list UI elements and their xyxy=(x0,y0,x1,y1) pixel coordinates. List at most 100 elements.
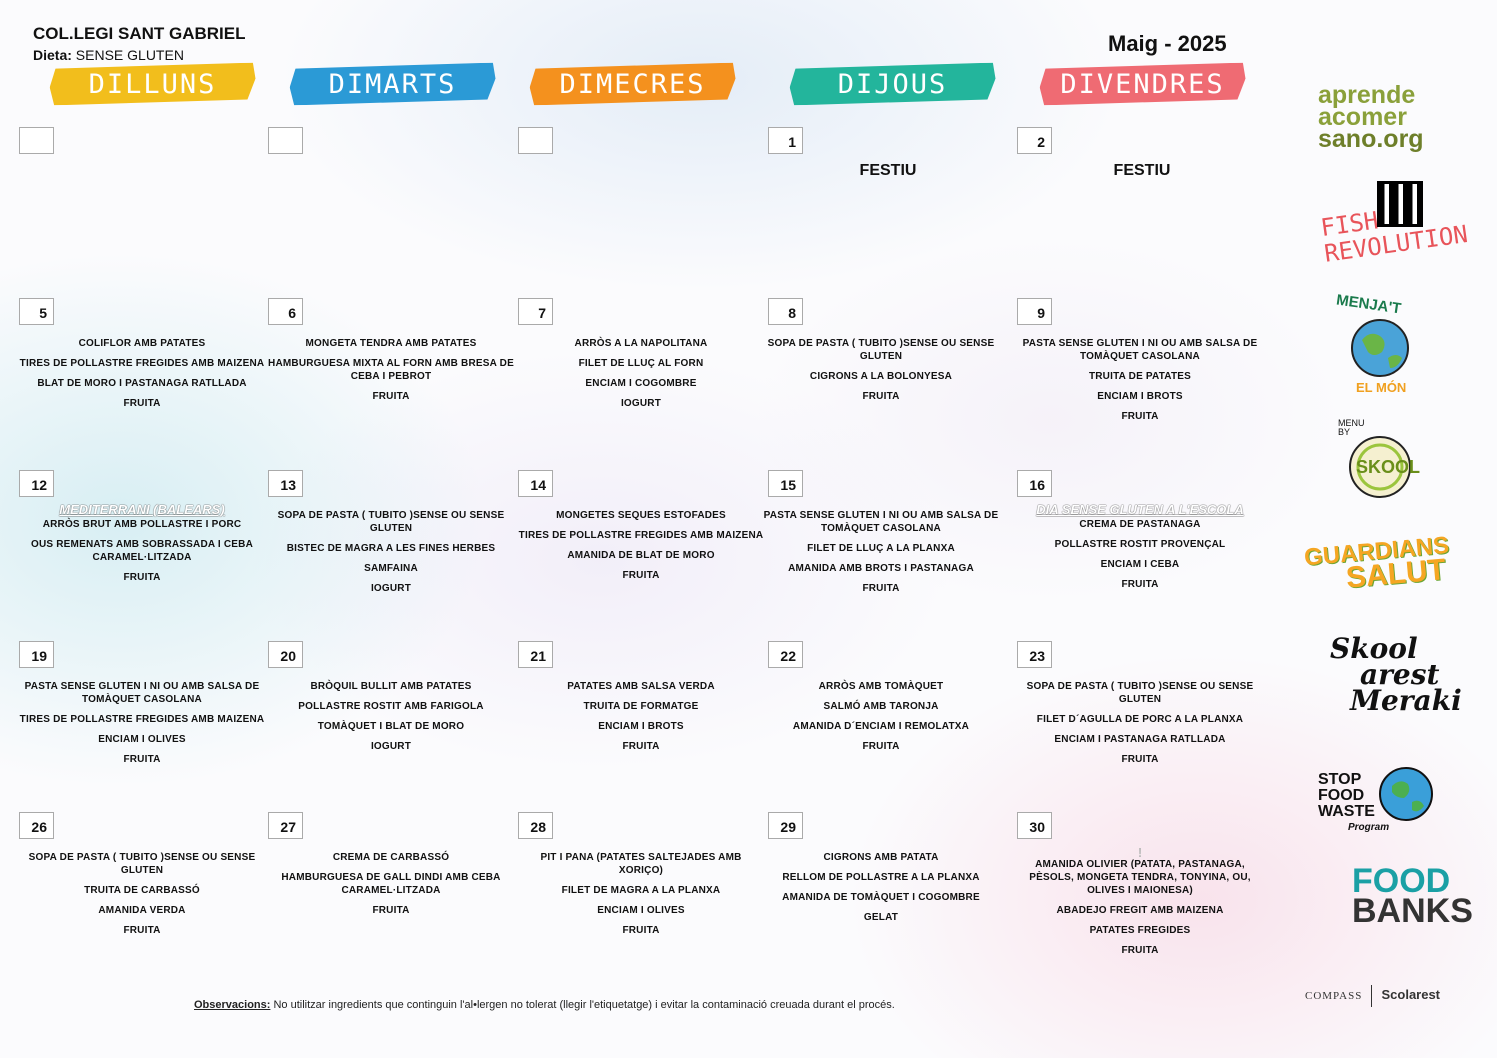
day-number xyxy=(268,127,303,154)
scolarest-logo: Scolarest xyxy=(1381,986,1441,1002)
day-cell: 28 PIT I PANA (PATATES SALTEJADES AMB XOR… xyxy=(518,812,758,972)
day-number: 19 xyxy=(19,641,54,668)
day-number: 21 xyxy=(518,641,553,668)
dish-item: ENCIAM I OLIVES xyxy=(597,905,685,916)
dish-item: FRUITA xyxy=(123,754,161,765)
stopwaste-line2: FOOD xyxy=(1318,787,1365,804)
observations-text: No utilitzar ingredients que continguin … xyxy=(273,999,895,1011)
day-number: 26 xyxy=(19,812,54,839)
month-title: Maig - 2025 xyxy=(1108,31,1227,56)
day-cell: 19 PASTA SENSE GLUTEN I NI OU AMB SALSA D… xyxy=(19,641,264,801)
day-cell xyxy=(518,127,758,287)
guardians-salut-logo: GUARDIANS SALUT xyxy=(1303,532,1452,595)
dish-item: FRUITA xyxy=(862,583,900,594)
dish-item: FRUITA xyxy=(622,741,660,752)
day-number: 8 xyxy=(768,298,803,325)
day-number: 30 xyxy=(1017,812,1052,839)
aprende-logo-line2: acomer xyxy=(1318,103,1407,131)
observations: Observacions: No utilitzar ingredients q… xyxy=(194,999,895,1011)
day-number: 1 xyxy=(768,127,803,154)
dish-item: CREMA DE PASTANAGA xyxy=(1079,519,1201,530)
day-cell: 14 MONGETES SEQUES ESTOFADES TIRES DE POLL… xyxy=(518,470,763,630)
dish-item: FILET DE LLUÇ AL FORN xyxy=(578,358,704,369)
dish-item: COLIFLOR AMB PATATES xyxy=(78,338,206,349)
day-number: 27 xyxy=(268,812,303,839)
qr-code-icon xyxy=(1377,181,1423,227)
day-number: 2 xyxy=(1017,127,1052,154)
skoolarest-line3: Meraki xyxy=(1350,684,1462,717)
dish-list: ARRÒS AMB TOMÀQUET SALMÓ AMB TARONJA AMANI… xyxy=(758,680,1004,760)
dish-item: AMANIDA OLIVIER (PATATA, PASTANAGA, PÈSO… xyxy=(1029,859,1251,896)
dish-item: PASTA SENSE GLUTEN I NI OU AMB SALSA DE … xyxy=(763,510,999,534)
dish-item: AMANIDA DE TOMÀQUET I COGOMBRE xyxy=(782,892,980,903)
weekday-header-1: DIMARTS xyxy=(290,64,495,104)
dish-item: AMANIDA AMB BROTS I PASTANAGA xyxy=(788,563,974,574)
dish-list: DIA SENSE GLUTEN A L'ESCOLA CREMA DE PAST… xyxy=(1017,502,1263,598)
stopwaste-line3: WASTE xyxy=(1318,803,1375,820)
dish-item: FILET DE LLUÇ A LA PLANXA xyxy=(807,543,955,554)
dish-list: MONGETES SEQUES ESTOFADES TIRES DE POLLAS… xyxy=(518,509,764,589)
dish-item: PATATES FREGIDES xyxy=(1089,925,1191,936)
dish-item: FRUITA xyxy=(123,925,161,936)
dish-item: GELAT xyxy=(863,912,899,923)
dish-item: RELLOM DE POLLASTRE A LA PLANXA xyxy=(782,872,980,883)
dish-item: FRUITA xyxy=(1121,411,1159,422)
dish-item: POLLASTRE ROSTIT AMB FARIGOLA xyxy=(298,701,484,712)
dish-item: ENCIAM I PASTANAGA RATLLADA xyxy=(1054,734,1226,745)
dish-item: POLLASTRE ROSTIT PROVENÇAL xyxy=(1054,539,1226,550)
day-cell xyxy=(268,127,508,287)
stopwaste-line1: STOP xyxy=(1318,771,1362,788)
day-number: 7 xyxy=(518,298,553,325)
dish-item: SALMÓ AMB TARONJA xyxy=(823,701,939,712)
dish-item: CIGRONS AMB PATATA xyxy=(823,852,939,863)
skoolarest-meraki-logo: Skool arest Meraki xyxy=(1330,635,1462,717)
dish-item: ABADEJO FREGIT AMB MAIZENA xyxy=(1056,905,1224,916)
day-cell: 26 SOPA DE PASTA ( TUBITO )SENSE OU SENSE… xyxy=(19,812,259,972)
dish-item: TRUITA DE FORMATGE xyxy=(583,701,699,712)
day-cell: 22 ARRÒS AMB TOMÀQUET SALMÓ AMB TARONJA AMA… xyxy=(768,641,1008,801)
weekday-header-0: DILLUNS xyxy=(50,64,255,104)
dish-item: TRUITA DE CARBASSÓ xyxy=(84,885,200,896)
logo-divider xyxy=(1371,985,1373,1007)
dish-item: SOPA DE PASTA ( TUBITO )SENSE OU SENSE G… xyxy=(1026,681,1254,705)
dish-item: PASTA SENSE GLUTEN I NI OU AMB SALSA DE … xyxy=(24,681,260,705)
dish-list: BRÒQUIL BULLIT AMB PATATES POLLASTRE ROST… xyxy=(268,680,514,760)
day-number: 6 xyxy=(268,298,303,325)
dish-item: ENCIAM I OLIVES xyxy=(98,734,186,745)
dish-list: SOPA DE PASTA ( TUBITO )SENSE OU SENSE G… xyxy=(19,851,265,944)
plate-icon xyxy=(1349,436,1411,498)
dish-item: FRUITA xyxy=(1121,579,1159,590)
dish-item: BRÒQUIL BULLIT AMB PATATES xyxy=(310,681,472,692)
compass-logo: COMPASS xyxy=(1305,989,1363,1002)
dish-item: FRUITA xyxy=(862,391,900,402)
dish-item: FILET D´AGULLA DE PORC A LA PLANXA xyxy=(1036,714,1244,725)
dish-item: AMANIDA DE BLAT DE MORO xyxy=(567,550,715,561)
dish-item: TRUITA DE PATATES xyxy=(1088,371,1192,382)
dish-item: OUS REMENATS AMB SOBRASSADA I CEBA CARAM… xyxy=(31,539,253,563)
menjat-el-mon-logo: MENJA'T EL MÓN xyxy=(1330,292,1430,400)
day-number xyxy=(518,127,553,154)
dish-list: SOPA DE PASTA ( TUBITO )SENSE OU SENSE G… xyxy=(758,337,1004,410)
stopwaste-line4: Program xyxy=(1348,822,1390,833)
aprende-logo-line1: aprende xyxy=(1318,81,1416,109)
dish-item: TIRES DE POLLASTRE FREGIDES AMB MAIZENA xyxy=(518,530,764,541)
day-cell: 21 PATATES AMB SALSA VERDA TRUITA DE FORMA… xyxy=(518,641,758,801)
diet-line: Dieta: SENSE GLUTEN xyxy=(33,47,184,63)
day-number: 20 xyxy=(268,641,303,668)
dish-item: TIRES DE POLLASTRE FREGIDES AMB MAIZENA xyxy=(19,714,265,725)
day-number xyxy=(19,127,54,154)
day-cell: 5 COLIFLOR AMB PATATES TIRES DE POLLASTRE … xyxy=(19,298,264,458)
day-cell: 2 FESTIU xyxy=(1017,127,1257,287)
dish-item: PASTA SENSE GLUTEN I NI OU AMB SALSA DE … xyxy=(1022,338,1258,362)
skool-word: SKOOL xyxy=(1356,457,1421,477)
aprende-logo-line3: sano.org xyxy=(1318,125,1424,153)
dish-list: ! AMANIDA OLIVIER (PATATA, PASTANAGA, PÈS… xyxy=(1017,845,1263,964)
globe-icon xyxy=(1351,319,1409,377)
day-number: 15 xyxy=(768,470,803,497)
day-cell: 1 FESTIU xyxy=(768,127,1008,287)
dish-list: PASTA SENSE GLUTEN I NI OU AMB SALSA DE … xyxy=(1017,337,1263,430)
weekday-header-2: DIMECRES xyxy=(530,64,735,104)
compass-scolarest-logo: COMPASS Scolarest xyxy=(1305,985,1440,1007)
dish-item: SAMFAINA xyxy=(364,563,418,574)
dish-list: CREMA DE CARBASSÓ HAMBURGUESA DE GALL DIN… xyxy=(268,851,514,924)
